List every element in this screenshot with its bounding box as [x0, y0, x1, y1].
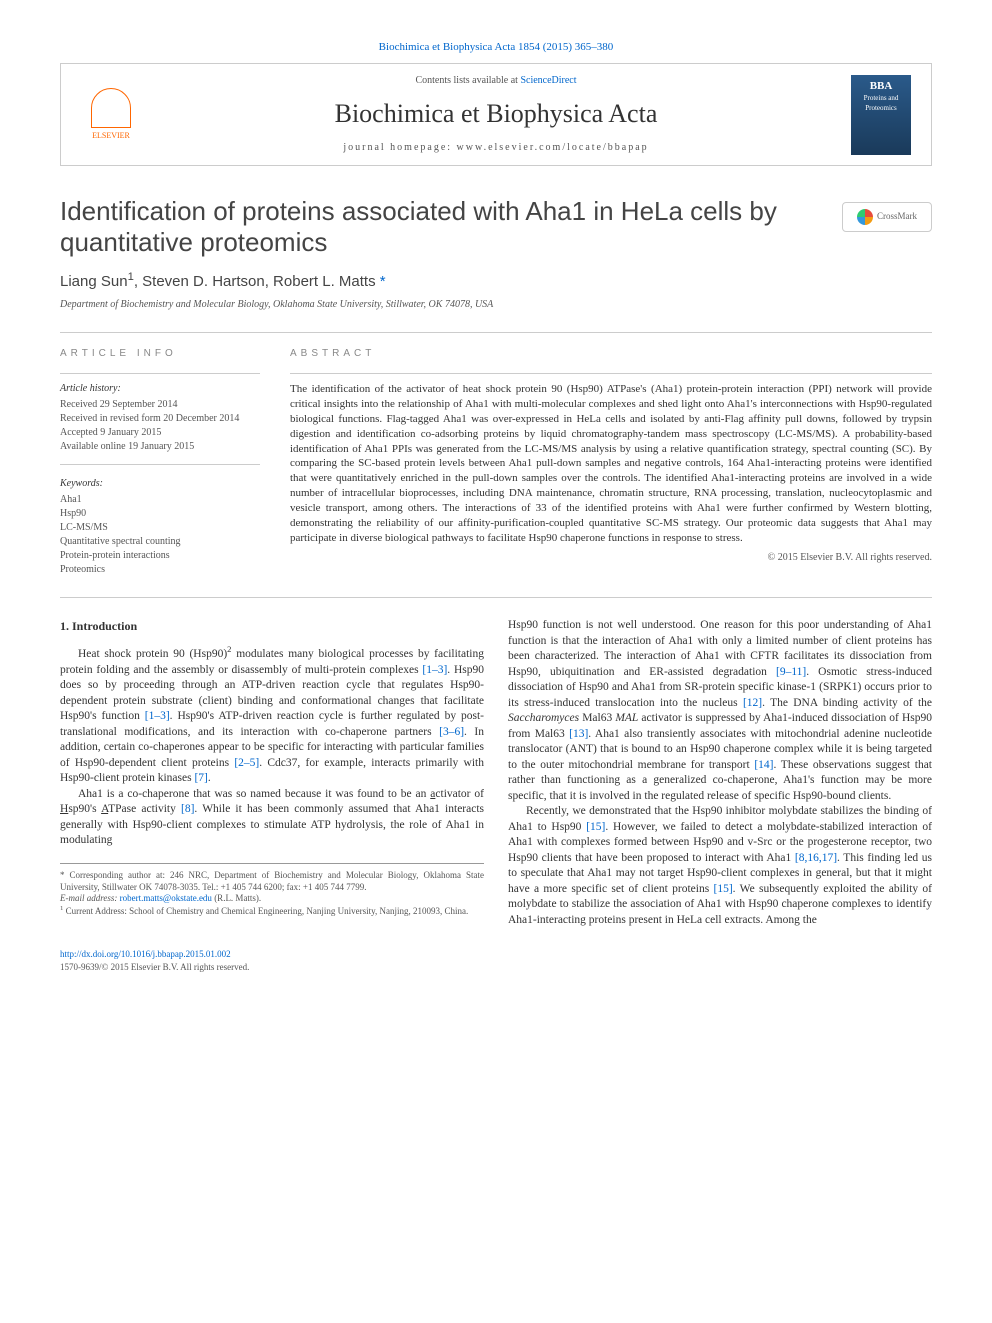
- ref-link-12[interactable]: [8,16,17]: [795, 852, 837, 864]
- crossmark-label: CrossMark: [877, 210, 917, 223]
- keyword-2: Hsp90: [60, 507, 260, 521]
- footer-left: http://dx.doi.org/10.1016/j.bbapap.2015.…: [60, 948, 249, 973]
- p1a: Heat shock protein 90 (Hsp90): [78, 648, 227, 660]
- journal-name: Biochimica et Biophysica Acta: [141, 96, 851, 132]
- article-title: Identification of proteins associated wi…: [60, 196, 932, 258]
- email-link[interactable]: robert.matts@okstate.edu: [120, 893, 212, 903]
- crossmark-badge[interactable]: CrossMark: [842, 202, 932, 232]
- corresponding-footnote: * Corresponding author at: 246 NRC, Depa…: [60, 870, 484, 893]
- ref-link-3[interactable]: [3–6]: [439, 726, 464, 738]
- para-1: Heat shock protein 90 (Hsp90)2 modulates…: [60, 644, 484, 786]
- abstract-divider: [290, 373, 932, 374]
- column-left: 1. Introduction Heat shock protein 90 (H…: [60, 618, 484, 928]
- keyword-4: Quantitative spectral counting: [60, 535, 260, 549]
- ref-link-6[interactable]: [8]: [181, 803, 194, 815]
- elsevier-tree-icon: [91, 88, 131, 128]
- ref-link-9[interactable]: [13]: [569, 728, 588, 740]
- journal-cover-thumbnail: BBA Proteins and Proteomics: [851, 75, 911, 155]
- ref-link-11[interactable]: [15]: [586, 821, 605, 833]
- column-right: Hsp90 function is not well understood. O…: [508, 618, 932, 928]
- ref-link-4[interactable]: [2–5]: [234, 757, 259, 769]
- footnotes: * Corresponding author at: 246 NRC, Depa…: [60, 863, 484, 918]
- sciencedirect-link[interactable]: ScienceDirect: [520, 75, 576, 86]
- body-columns: 1. Introduction Heat shock protein 90 (H…: [60, 618, 932, 928]
- history-revised: Received in revised form 20 December 201…: [60, 412, 260, 426]
- email-footnote: E-mail address: robert.matts@okstate.edu…: [60, 893, 484, 905]
- fn1-text: Current Address: School of Chemistry and…: [66, 906, 469, 916]
- affiliation: Department of Biochemistry and Molecular…: [60, 298, 932, 312]
- divider-bottom: [60, 597, 932, 598]
- keyword-1: Aha1: [60, 493, 260, 507]
- para-3: Hsp90 function is not well understood. O…: [508, 618, 932, 804]
- history-online: Available online 19 January 2015: [60, 440, 260, 454]
- authors-line: Liang Sun1, Steven D. Hartson, Robert L.…: [60, 270, 932, 292]
- ref-link-10[interactable]: [14]: [754, 759, 773, 771]
- info-divider: [60, 373, 260, 374]
- keywords-label: Keywords:: [60, 477, 260, 491]
- ref-link-13[interactable]: [15]: [714, 883, 733, 895]
- section-1-heading: 1. Introduction: [60, 618, 484, 634]
- article-meta-row: ARTICLE INFO Article history: Received 2…: [60, 347, 932, 577]
- divider-top: [60, 332, 932, 333]
- contents-list-line: Contents lists available at ScienceDirec…: [141, 74, 851, 88]
- ref-link-5[interactable]: [7]: [194, 772, 207, 784]
- history-received: Received 29 September 2014: [60, 398, 260, 412]
- publisher-logo: ELSEVIER: [81, 80, 141, 150]
- abstract-copyright: © 2015 Elsevier B.V. All rights reserved…: [290, 551, 932, 565]
- c2ital2: MAL: [615, 712, 638, 724]
- homepage-url: www.elsevier.com/locate/bbapap: [457, 142, 649, 153]
- journal-citation: Biochimica et Biophysica Acta 1854 (2015…: [60, 40, 932, 55]
- email-who: (R.L. Matts).: [212, 893, 261, 903]
- ref-link-8[interactable]: [12]: [743, 697, 762, 709]
- c2p1d: Mal63: [579, 712, 615, 724]
- abstract-column: ABSTRACT The identification of the activ…: [290, 347, 932, 577]
- ref-link-1[interactable]: [1–3]: [422, 664, 447, 676]
- article-info-label: ARTICLE INFO: [60, 347, 260, 361]
- contents-prefix: Contents lists available at: [415, 75, 520, 86]
- p2d: TPase activity: [108, 803, 181, 815]
- cover-acronym: BBA: [855, 79, 907, 94]
- abstract-label: ABSTRACT: [290, 347, 932, 361]
- p1g: .: [208, 772, 211, 784]
- keyword-5: Protein-protein interactions: [60, 549, 260, 563]
- footnote-1: 1 Current Address: School of Chemistry a…: [60, 905, 484, 918]
- author-1: Liang Sun: [60, 273, 128, 290]
- journal-header: ELSEVIER Contents lists available at Sci…: [60, 63, 932, 165]
- p2a: Aha1 is a co-chaperone that was so named…: [78, 788, 430, 800]
- author-rest: , Steven D. Hartson, Robert L. Matts: [134, 273, 376, 290]
- header-center: Contents lists available at ScienceDirec…: [141, 74, 851, 154]
- issn-copyright: 1570-9639/© 2015 Elsevier B.V. All right…: [60, 962, 249, 972]
- ref-link-2[interactable]: [1–3]: [145, 710, 170, 722]
- c2p1c: . The DNA binding activity of the: [762, 697, 932, 709]
- corresponding-marker[interactable]: *: [380, 273, 386, 290]
- keyword-6: Proteomics: [60, 563, 260, 577]
- history-accepted: Accepted 9 January 2015: [60, 426, 260, 440]
- journal-homepage: journal homepage: www.elsevier.com/locat…: [141, 141, 851, 155]
- email-label: E-mail address:: [60, 893, 120, 903]
- publisher-name: ELSEVIER: [92, 130, 130, 141]
- keywords-divider: [60, 464, 260, 465]
- history-label: Article history:: [60, 382, 260, 396]
- abstract-text: The identification of the activator of h…: [290, 382, 932, 545]
- crossmark-icon: [857, 209, 873, 225]
- journal-citation-link[interactable]: Biochimica et Biophysica Acta 1854 (2015…: [379, 41, 614, 53]
- cover-subtitle: Proteins and Proteomics: [855, 94, 907, 114]
- p2c: sp90's: [68, 803, 101, 815]
- page-footer: http://dx.doi.org/10.1016/j.bbapap.2015.…: [60, 948, 932, 973]
- doi-link[interactable]: http://dx.doi.org/10.1016/j.bbapap.2015.…: [60, 949, 231, 959]
- homepage-prefix: journal homepage:: [343, 142, 456, 153]
- article-info-column: ARTICLE INFO Article history: Received 2…: [60, 347, 260, 577]
- para-2: Aha1 is a co-chaperone that was so named…: [60, 787, 484, 849]
- ref-link-7[interactable]: [9–11]: [776, 666, 806, 678]
- para-4: Recently, we demonstrated that the Hsp90…: [508, 804, 932, 928]
- c2ital: Saccharomyces: [508, 712, 579, 724]
- keyword-3: LC-MS/MS: [60, 521, 260, 535]
- p2b: ctivator of: [435, 788, 484, 800]
